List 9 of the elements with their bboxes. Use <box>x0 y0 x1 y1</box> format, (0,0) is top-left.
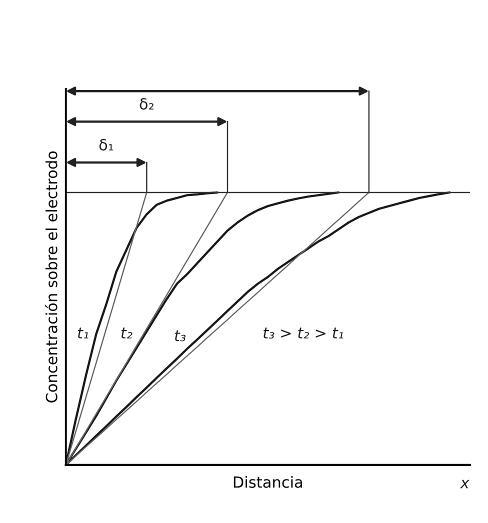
text: x <box>460 480 470 488</box>
annotation: t₂ <box>121 328 132 338</box>
annotation: t₁ <box>78 328 88 338</box>
text: δ₂ <box>140 98 154 110</box>
text: δ₁ <box>99 139 114 151</box>
annotation: t₃ <box>174 330 186 342</box>
x-axis-title: Distancia <box>234 476 302 488</box>
annotation: t₃ > t₂ > t₁ <box>264 328 344 339</box>
y-axis-title: Concentración sobre el electrodo <box>44 151 58 402</box>
